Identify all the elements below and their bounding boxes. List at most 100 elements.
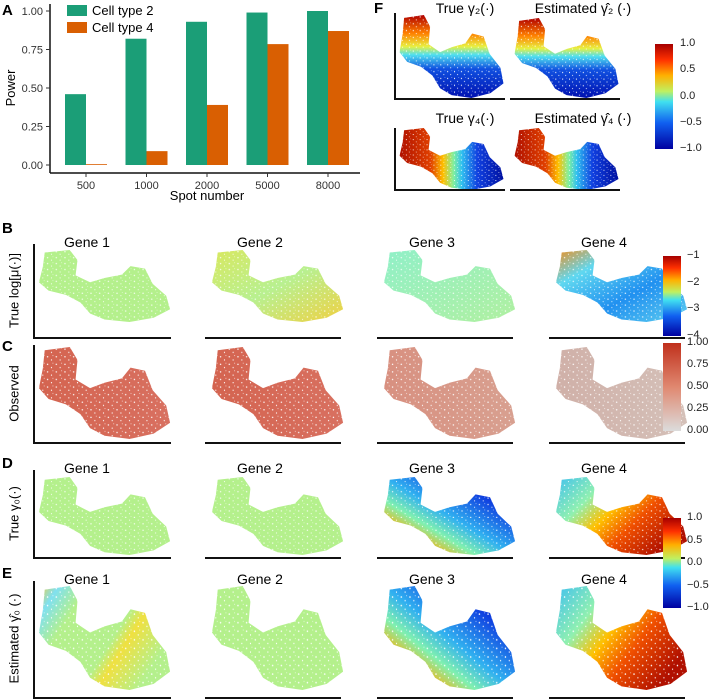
colorbar-tick-label: 1.0 (687, 511, 703, 523)
colorbar-tick-label: 0.5 (680, 63, 696, 76)
gene-title-4: Gene 4 (581, 234, 627, 250)
axis-line (33, 557, 171, 559)
y-tick-label: 0.00 (22, 160, 43, 172)
axis-line (377, 557, 513, 559)
tissue-shape (211, 586, 344, 690)
colorbar-f (655, 44, 673, 149)
colorbar-tick-label: 0.00 (687, 424, 709, 436)
axis-line (205, 697, 341, 699)
row-ylabel-e: Estimated γ̂₀ (·) (6, 593, 22, 684)
legend-label-cell-type-4: Cell type 4 (92, 20, 153, 35)
colorbar-b (663, 256, 681, 336)
colorbar-tick-label: −2 (687, 275, 700, 288)
axis-line (394, 13, 396, 100)
title-estimated-gamma2: Estimated γ̂₂ (·) (534, 0, 632, 16)
axis-line (33, 345, 35, 443)
gene-title-4: Gene 4 (581, 571, 627, 587)
tissue-shape (38, 347, 171, 439)
y-tick-label: 0.50 (22, 83, 43, 95)
tissue-shape (38, 477, 171, 555)
axis-line (394, 189, 505, 191)
gene-title-3: Gene 3 (409, 571, 455, 587)
legend-swatch-cell-type-2 (67, 5, 87, 16)
axis-line (510, 98, 620, 100)
y-tick-label: 1.00 (22, 6, 43, 18)
spatial-map (210, 586, 345, 690)
bar-cell-type-4-8000 (328, 31, 349, 165)
gene-title-4: Gene 4 (581, 460, 627, 476)
bar-cell-type-2-8000 (307, 11, 328, 165)
colorbar-tick-label: −1.0 (680, 142, 702, 154)
title-estimated-gamma4: Estimated γ̂₄ (·) (534, 110, 632, 126)
tissue-shape (211, 250, 344, 322)
tissue-shape (383, 477, 516, 555)
spatial-map (382, 347, 517, 439)
gene-title-3: Gene 3 (409, 234, 455, 250)
bar-cell-type-4-2000 (207, 104, 228, 165)
tissue-shape (38, 250, 171, 322)
panel-label-f: F (374, 0, 384, 17)
gene-title-2: Gene 2 (237, 460, 283, 476)
tissue-shape (399, 128, 504, 190)
colorbar-tick-label: −1.0 (687, 601, 709, 613)
bar-cell-type-2-500 (65, 94, 86, 165)
axis-line (205, 337, 341, 339)
colorbar-tick-label: −1 (687, 249, 700, 261)
tissue-shape (383, 250, 516, 322)
axis-line (33, 442, 171, 444)
spatial-map (37, 250, 172, 322)
colorbar-tick-label: 1.00 (687, 336, 709, 348)
spatial-map (398, 15, 505, 98)
spatial-map (554, 347, 689, 439)
x-tick-label: 500 (77, 180, 95, 192)
legend-swatch-cell-type-4 (67, 22, 87, 33)
bar-chart: 0.00 0.25 0.50 0.75 1.00 500 1000 2000 5000 8000… (3, 3, 360, 203)
spatial-map (382, 477, 517, 555)
axis-line (33, 244, 35, 338)
legend: Cell type 2 Cell type 4 (67, 3, 153, 35)
gene-title-1: Gene 1 (64, 234, 110, 250)
gene-title-2: Gene 2 (237, 571, 283, 587)
axis-line (510, 189, 620, 191)
colorbar-tick-label: 0.75 (687, 358, 709, 370)
title-true-gamma4: True γ₄(·) (435, 110, 495, 126)
x-axis-label: Spot number (170, 188, 245, 203)
colorbar-tick-label: 0.25 (687, 402, 709, 414)
tissue-shape (555, 347, 688, 439)
row-ylabel-c: Observed (6, 364, 22, 422)
colorbar-tick-label: 0.5 (687, 533, 703, 546)
axis-line (549, 697, 685, 699)
panel-label-c: C (2, 338, 13, 355)
gene-title-1: Gene 1 (64, 571, 110, 587)
tissue-shape (383, 347, 516, 439)
spatial-map (554, 477, 689, 555)
colorbar-d (663, 518, 681, 608)
spatial-map (37, 347, 172, 439)
axis-line (377, 442, 513, 444)
axis-line (549, 557, 685, 559)
spatial-map (210, 477, 345, 555)
colorbar-tick-label: 0.0 (687, 556, 703, 568)
y-tick-label: 0.75 (22, 45, 43, 57)
axis-line (33, 337, 171, 339)
tissue-shape (514, 128, 619, 190)
spatial-map (37, 477, 172, 555)
bar-cell-type-4-500 (86, 164, 107, 165)
tissue-shape (555, 586, 688, 690)
axis-line (33, 581, 35, 698)
spatial-map (210, 250, 345, 322)
y-axis-label: Power (3, 69, 18, 107)
colorbar-tick-label: −0.5 (680, 115, 702, 128)
tissue-shape (555, 477, 688, 555)
gene-title-2: Gene 2 (237, 234, 283, 250)
tissue-shape (211, 477, 344, 555)
gene-title-3: Gene 3 (409, 460, 455, 476)
x-tick-label: 5000 (255, 180, 279, 192)
tissue-shape (211, 347, 344, 439)
panel-label-b: B (2, 220, 13, 237)
spatial-map (210, 347, 345, 439)
axis-line (205, 442, 341, 444)
axis-line (33, 697, 171, 699)
x-tick-label: 8000 (316, 180, 340, 192)
